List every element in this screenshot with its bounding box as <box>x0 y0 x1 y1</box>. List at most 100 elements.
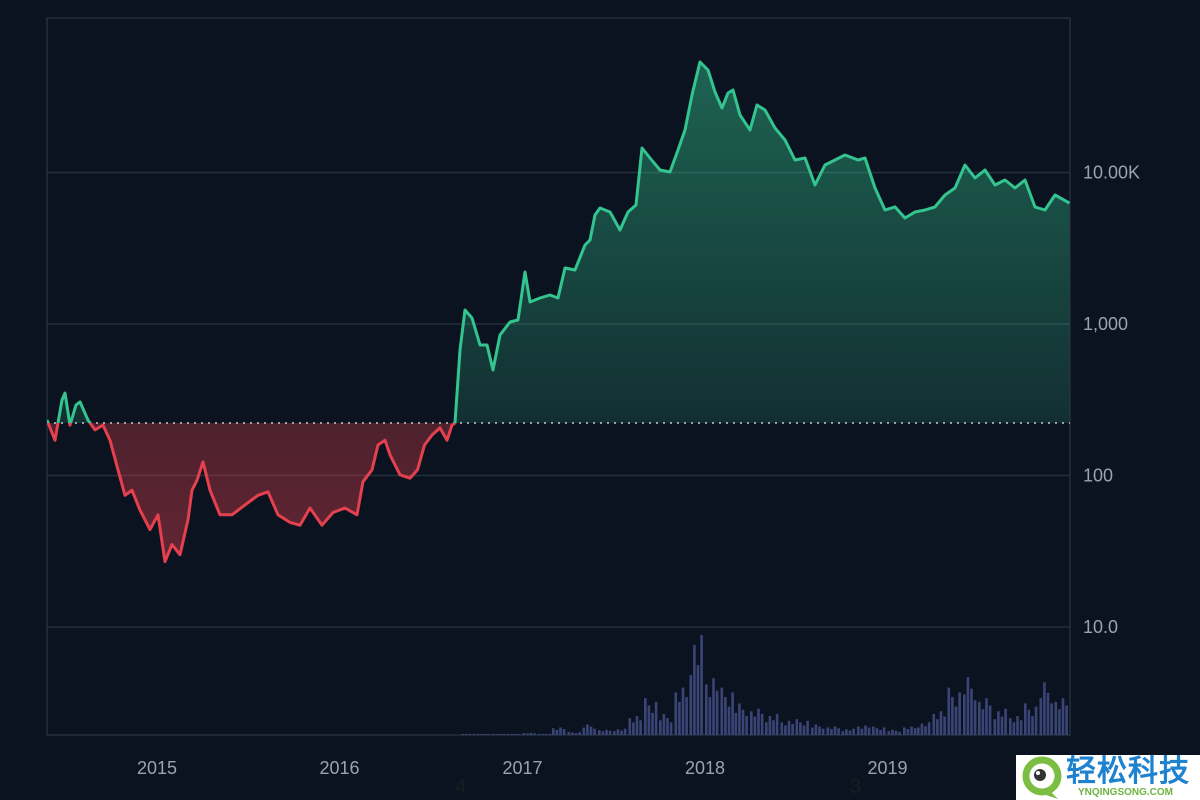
volume-bar <box>499 734 502 735</box>
volume-bar <box>932 713 936 735</box>
volume-bar <box>662 713 666 735</box>
volume-bar <box>750 711 753 735</box>
volume-bar <box>598 730 601 735</box>
volume-bar <box>613 731 616 735</box>
volume-bar <box>814 724 818 735</box>
volume-bar <box>639 720 642 735</box>
volume-bar <box>913 728 917 735</box>
x-tick-label: 2019 <box>867 758 907 778</box>
volume-bar <box>1027 709 1031 735</box>
volume-bar <box>958 692 961 735</box>
volume-bar <box>517 734 521 735</box>
volume-bar <box>906 729 910 735</box>
volume-bar <box>738 703 741 735</box>
volume-bar <box>1046 692 1050 735</box>
volume-bar <box>845 729 848 735</box>
volume-bar <box>882 727 886 735</box>
volume-bar <box>864 725 867 735</box>
watermark-logo: 轻松科技 YNQINGSONG.COM <box>1016 755 1200 800</box>
volume-bar <box>802 725 806 735</box>
x-tick-label: 2016 <box>319 758 359 778</box>
volume-bar <box>787 720 791 735</box>
volume-bar <box>559 727 562 735</box>
volume-bar <box>644 698 647 735</box>
volume-bar <box>689 675 693 735</box>
volume-bar <box>632 722 635 735</box>
volume-bar <box>601 731 605 735</box>
volume-bar <box>605 729 608 735</box>
volume-bar <box>924 726 927 735</box>
volume-bar <box>487 734 490 735</box>
volume-bar <box>538 734 541 735</box>
volume-bar <box>685 697 688 735</box>
volume-bar <box>966 677 970 735</box>
volume-bar <box>529 732 533 735</box>
volume-bar <box>696 665 700 735</box>
volume-bar <box>981 709 985 735</box>
volume-bar <box>920 723 924 735</box>
volume-bar <box>939 711 943 735</box>
volume-bar <box>582 727 586 735</box>
volume-bar <box>731 692 734 735</box>
volume-bar <box>806 720 809 735</box>
volume-bar <box>1061 698 1065 735</box>
volume-bar <box>693 645 696 735</box>
y-tick-label: 10.00K <box>1083 163 1140 183</box>
volume-bar <box>799 722 802 735</box>
volume-bar <box>734 712 738 735</box>
volume-bar <box>943 716 946 735</box>
volume-bar <box>522 733 526 735</box>
volume-bar <box>841 731 845 735</box>
volume-bar <box>461 734 465 735</box>
volume-bar <box>852 728 855 735</box>
volume-bar <box>483 734 487 735</box>
volume-bar <box>791 723 794 735</box>
volume-bar <box>562 729 566 735</box>
volume-bar <box>826 727 830 735</box>
volume-bar <box>848 730 852 735</box>
volume-bar <box>760 713 764 735</box>
volume-bar <box>745 716 748 735</box>
volume-bar <box>811 727 814 735</box>
volume-bar <box>772 720 775 735</box>
volume-bar <box>465 734 468 735</box>
volume-bar <box>659 720 662 735</box>
marker-label: 4 <box>455 776 467 798</box>
volume-bar <box>552 728 555 735</box>
volume-bar <box>548 733 552 735</box>
volume-bar <box>768 716 772 735</box>
volume-bar <box>867 727 871 735</box>
y-tick-label: 100 <box>1083 466 1113 486</box>
series-line-above <box>47 60 1070 424</box>
volume-bar <box>860 728 864 735</box>
volume-bar <box>757 708 760 735</box>
volume-bar <box>985 698 988 735</box>
volume-bar <box>741 709 745 735</box>
volume-bar <box>492 733 495 735</box>
volume-bar <box>821 728 825 735</box>
volume-bar <box>973 700 977 735</box>
volume-bar <box>541 734 545 735</box>
x-tick-label: 2017 <box>502 758 542 778</box>
volume-bar <box>970 688 973 735</box>
volume-bar <box>616 729 620 735</box>
marker-label: 3 <box>850 776 862 798</box>
volume-bar <box>1039 698 1043 735</box>
volume-bar <box>674 692 678 735</box>
volume-bar <box>720 687 724 735</box>
volume-bar <box>1050 703 1053 735</box>
volume-bar <box>700 635 703 735</box>
series-line-below <box>47 423 457 564</box>
volume-bar <box>765 722 768 735</box>
volume-bar <box>623 728 627 735</box>
volume-bar <box>678 701 681 735</box>
volume-bar <box>545 734 548 735</box>
volume-bar <box>1004 708 1007 735</box>
volume-bar <box>903 727 906 735</box>
volume-bar <box>988 705 992 735</box>
volume-bar <box>1065 705 1068 735</box>
volume-bar <box>917 727 920 735</box>
volume-bar <box>951 697 954 735</box>
volume-bar <box>875 728 879 735</box>
